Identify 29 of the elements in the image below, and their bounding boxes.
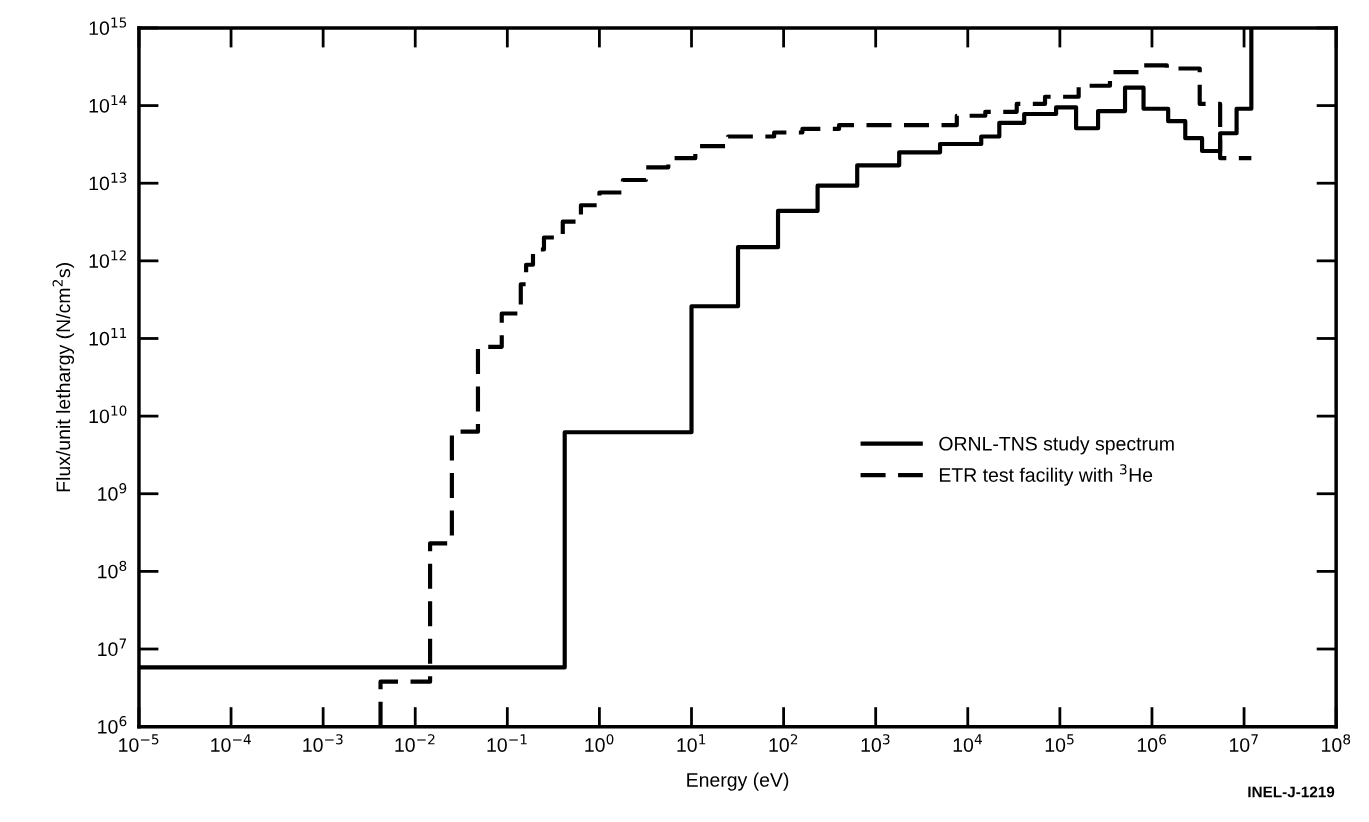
- y-tick-label: 10$^{11}$: [89, 328, 127, 346]
- y-tick-label: 10$^{12}$: [89, 250, 126, 268]
- y-tick-label: 10$^{15}$: [89, 17, 127, 36]
- x-tick-label: 10$^{3}$: [861, 734, 890, 752]
- x-axis-title: Energy (eV): [687, 772, 789, 791]
- y-tick-label: 10$^{7}$: [98, 638, 127, 657]
- x-tick-label: 10$^{−5}$: [119, 734, 159, 752]
- x-tick-label: 10$^{8}$: [1322, 734, 1351, 752]
- legend-label: ETR test facility with $^{3}$He: [939, 464, 1153, 486]
- y-tick-label: 10$^{6}$: [98, 716, 127, 734]
- x-tick-label: 10$^{5}$: [1045, 734, 1074, 752]
- x-tick-label: 10$^{−3}$: [303, 734, 343, 752]
- y-axis-title: Flux/unit lethargy (N/cm$^{2}$s): [52, 263, 75, 492]
- text: INEL-J-1219: [1248, 786, 1335, 798]
- legend-label: ORNL-TNS study spectrum: [939, 436, 1174, 455]
- x-tick-label: 10$^{1}$: [677, 734, 706, 752]
- x-tick-label: 10$^{−1}$: [487, 734, 527, 752]
- x-tick-label: 10$^{6}$: [1137, 734, 1167, 752]
- y-tick-label: 10$^{14}$: [89, 95, 127, 113]
- y-tick-label: 10$^{13}$: [89, 172, 127, 191]
- x-tick-label: 10$^{−2}$: [395, 734, 435, 752]
- x-tick-label: 10$^{0}$: [585, 734, 614, 752]
- y-tick-label: 10$^{8}$: [98, 560, 127, 579]
- x-tick-label: 10$^{7}$: [1229, 734, 1258, 752]
- x-tick-label: 10$^{2}$: [769, 734, 798, 752]
- x-tick-label: 10$^{4}$: [953, 734, 982, 752]
- y-tick-label: 10$^{10}$: [89, 405, 127, 424]
- x-tick-label: 10$^{−4}$: [211, 734, 251, 752]
- y-tick-label: 10$^{9}$: [98, 483, 127, 501]
